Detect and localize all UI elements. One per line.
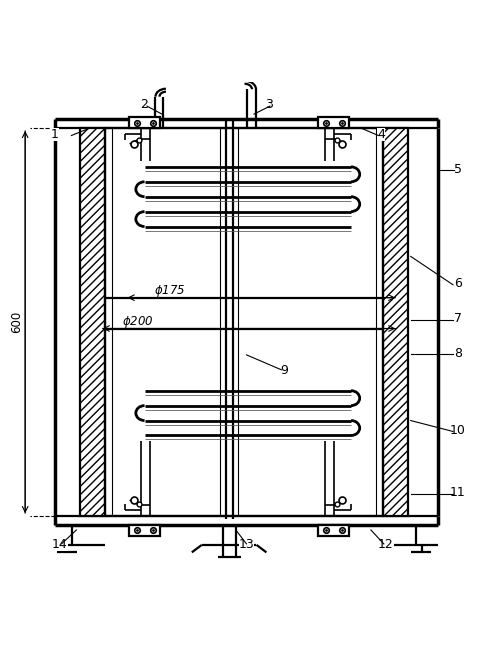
Text: 1: 1 xyxy=(51,128,59,141)
Text: $\phi$175: $\phi$175 xyxy=(154,283,186,299)
Bar xyxy=(129,117,160,128)
Bar xyxy=(383,128,408,516)
Bar xyxy=(129,525,160,536)
Text: 5: 5 xyxy=(454,163,462,176)
Bar xyxy=(318,117,350,128)
Text: 11: 11 xyxy=(450,486,466,499)
Text: 4: 4 xyxy=(377,128,385,141)
Text: 600: 600 xyxy=(10,311,23,333)
Text: 9: 9 xyxy=(280,364,288,377)
Text: 7: 7 xyxy=(454,312,462,325)
Text: 10: 10 xyxy=(450,424,466,437)
Bar xyxy=(318,525,350,536)
Bar xyxy=(80,128,105,516)
Text: 14: 14 xyxy=(52,538,68,551)
Text: 13: 13 xyxy=(238,538,255,551)
Text: 6: 6 xyxy=(454,277,462,290)
Text: 8: 8 xyxy=(454,347,462,360)
Text: $\phi$200: $\phi$200 xyxy=(122,314,154,330)
Text: 2: 2 xyxy=(141,98,148,111)
Text: 3: 3 xyxy=(265,98,273,111)
Text: 12: 12 xyxy=(378,538,394,551)
